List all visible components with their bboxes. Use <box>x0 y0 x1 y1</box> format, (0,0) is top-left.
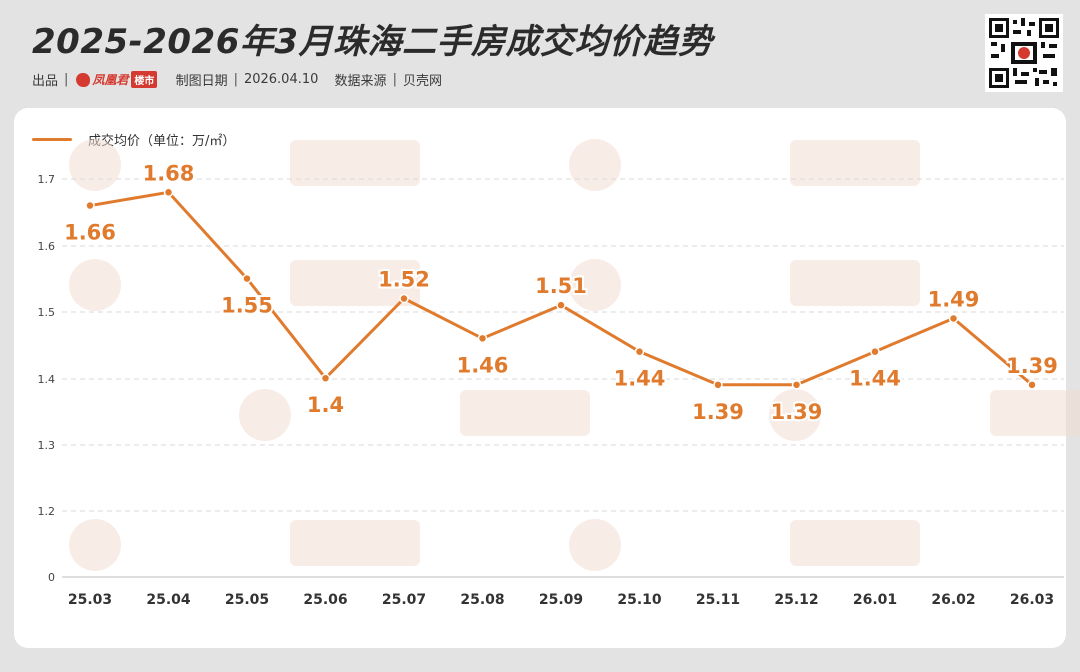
source-label: 数据来源 <box>334 74 387 89</box>
watermark-mascot-icon <box>569 259 621 311</box>
watermark-badge-icon <box>790 260 920 306</box>
data-point <box>477 333 488 344</box>
data-point <box>1027 380 1037 390</box>
y-tick-label: 1.4 <box>38 373 56 386</box>
data-point <box>634 346 645 357</box>
x-tick-label: 25.11 <box>696 592 740 608</box>
watermark-mascot-icon <box>239 389 291 441</box>
data-point <box>870 346 880 357</box>
x-axis: 25.03 25.04 25.05 25.06 25.07 25.08 25.09 25.10… <box>68 592 1054 608</box>
watermark-badge-icon <box>790 140 920 186</box>
data-label: 1.55 <box>221 294 273 318</box>
x-tick-label: 25.03 <box>68 592 112 608</box>
data-point <box>713 380 723 390</box>
data-label: 1.4 <box>307 393 344 417</box>
watermark-badge-icon <box>460 390 590 436</box>
data-points <box>85 187 1037 390</box>
data-label: 1.44 <box>849 367 901 391</box>
data-point <box>242 273 252 284</box>
y-tick-label: 1.5 <box>38 306 56 319</box>
data-label: 1.52 <box>378 268 430 292</box>
watermark-mascot-icon <box>769 389 821 441</box>
watermark-badge-icon <box>290 260 420 306</box>
grid <box>62 178 1064 578</box>
data-point <box>948 313 959 324</box>
watermarks <box>69 139 1080 571</box>
chart-meta: 出品 | 凤凰君 楼市 制图日期 | 2026.04.10 数据来源 | 贝壳网 <box>32 70 442 89</box>
x-tick-label: 26.03 <box>1010 592 1054 608</box>
y-tick-label: 1.7 <box>38 173 56 186</box>
watermark-mascot-icon <box>69 139 121 191</box>
data-label: 1.39 <box>771 400 823 424</box>
y-axis: 0 1.2 1.3 1.4 1.5 1.6 1.7 <box>38 173 56 584</box>
data-label: 1.68 <box>143 161 195 185</box>
watermark-badge-icon <box>290 520 420 566</box>
data-point <box>791 380 802 390</box>
date-value: 2026.04.10 <box>243 72 319 87</box>
watermark-mascot-icon <box>569 139 621 191</box>
x-tick-label: 25.09 <box>539 592 583 608</box>
brand-tag: 楼市 <box>131 71 158 88</box>
legend-label: 成交均价（单位：万/㎡） <box>88 134 236 149</box>
data-point <box>85 200 95 211</box>
data-point <box>163 187 174 198</box>
y-tick-label: 1.3 <box>38 439 56 452</box>
data-point <box>399 293 409 304</box>
legend-swatch <box>32 138 72 141</box>
separator: | <box>392 72 397 87</box>
x-tick-label: 25.06 <box>303 592 347 608</box>
data-labels: 1.66 1.68 1.55 1.4 1.52 1.46 1.51 1.44 1.39 1.39 1… <box>62 159 1060 426</box>
data-label: 1.39 <box>1006 354 1058 378</box>
data-label: 1.44 <box>614 367 666 391</box>
separator: | <box>64 72 69 87</box>
watermark-mascot-icon <box>569 519 621 571</box>
x-tick-label: 26.02 <box>931 592 975 608</box>
chart-title: 2025-2026年3月珠海二手房成交均价趋势 <box>32 22 713 62</box>
brand-name: 凤凰君 <box>92 73 129 87</box>
source-value: 贝壳网 <box>402 74 442 89</box>
separator: | <box>233 72 238 87</box>
x-tick-label: 25.10 <box>617 592 662 608</box>
brand-mascot-icon <box>76 72 91 87</box>
watermark-mascot-icon <box>69 259 121 311</box>
brand-logo: 凤凰君 楼市 <box>76 71 158 89</box>
data-label: 1.39 <box>692 400 744 424</box>
x-tick-label: 25.07 <box>382 592 426 608</box>
date-label: 制图日期 <box>175 74 228 89</box>
producer-label: 出品 <box>32 74 59 89</box>
data-point <box>556 300 566 310</box>
data-label: 1.49 <box>928 287 980 311</box>
legend: 成交均价（单位：万/㎡） <box>32 130 235 149</box>
x-tick-label: 25.12 <box>774 592 818 608</box>
x-tick-label: 25.05 <box>225 592 269 608</box>
watermark-badge-icon <box>790 520 920 566</box>
y-tick-label: 1.6 <box>38 240 56 253</box>
data-label: 1.46 <box>457 353 509 377</box>
y-tick-label: 1.2 <box>38 505 56 518</box>
y-tick-label: 0 <box>48 571 55 584</box>
data-point <box>320 373 331 383</box>
watermark-mascot-icon <box>69 519 121 571</box>
x-tick-label: 25.04 <box>146 592 191 608</box>
qr-code-icon <box>985 14 1063 92</box>
data-label: 1.66 <box>64 221 116 245</box>
data-label: 1.51 <box>535 274 587 298</box>
x-tick-label: 26.01 <box>853 592 897 608</box>
watermark-badge-icon <box>990 390 1080 436</box>
x-tick-label: 25.08 <box>460 592 504 608</box>
watermark-badge-icon <box>290 140 420 186</box>
